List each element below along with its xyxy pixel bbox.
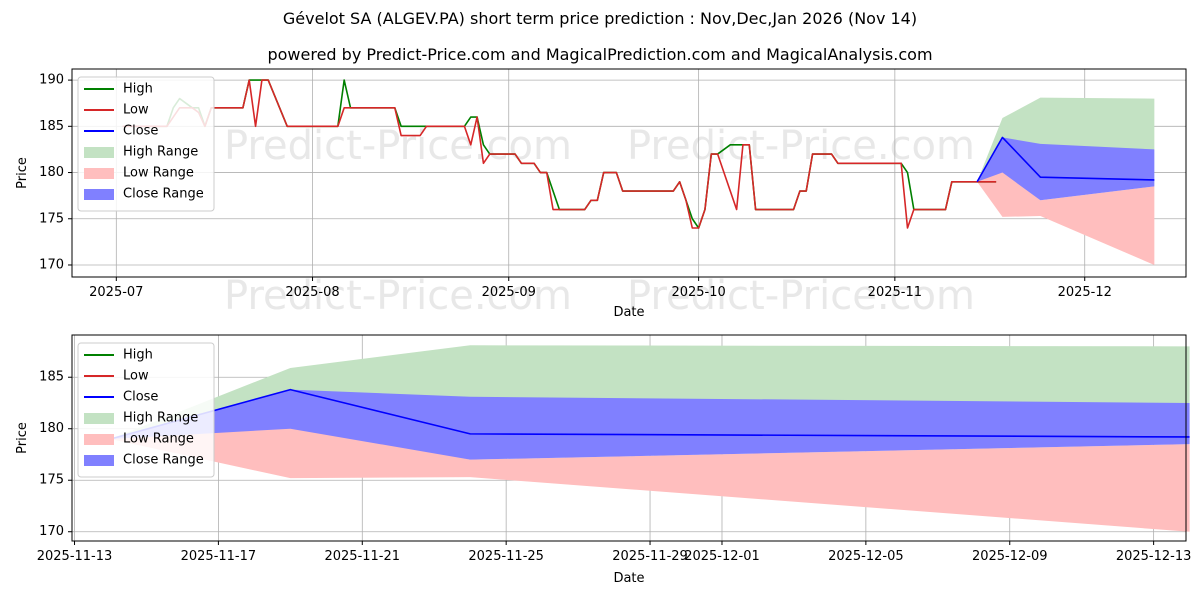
- legend-swatch: [84, 189, 114, 200]
- x-axis-label: Date: [613, 305, 644, 320]
- legend-label: Low: [123, 369, 149, 384]
- legend-label: High Range: [123, 411, 198, 426]
- band-close-range: [977, 137, 1155, 201]
- legend-label: Close Range: [123, 187, 204, 202]
- y-tick-label: 175: [39, 473, 64, 488]
- line-close: [976, 136, 1155, 183]
- x-tick-label: 2025-12-05: [828, 549, 904, 564]
- x-tick-label: 2025-09: [482, 285, 536, 300]
- legend-label: High: [123, 82, 153, 97]
- legend-label: Close: [123, 124, 158, 139]
- chart-panel-2: Predict-Price.comPredict-Price.com170175…: [15, 334, 1192, 586]
- y-tick-label: 170: [39, 524, 64, 539]
- y-tick-label: 175: [39, 211, 64, 226]
- legend-label: High: [123, 348, 153, 363]
- watermark-text: Predict-Price.com: [627, 273, 975, 319]
- y-tick-label: 190: [39, 73, 64, 88]
- legend-label: Close Range: [123, 453, 204, 468]
- y-tick-label: 180: [39, 421, 64, 436]
- x-tick-label: 2025-11: [868, 285, 922, 300]
- legend-swatch: [84, 168, 114, 179]
- x-tick-label: 2025-12-01: [684, 549, 760, 564]
- x-tick-label: 2025-07: [89, 285, 143, 300]
- y-tick-label: 180: [39, 165, 64, 180]
- legend-label: Close: [123, 390, 158, 405]
- x-tick-label: 2025-11-13: [37, 549, 113, 564]
- x-tick-label: 2025-12-13: [1116, 549, 1192, 564]
- band-high-range: [110, 345, 1190, 440]
- x-tick-label: 2025-11-17: [181, 549, 257, 564]
- y-tick-label: 185: [39, 119, 64, 134]
- line-low: [122, 79, 997, 229]
- chart-title: Gévelot SA (ALGEV.PA) short term price p…: [282, 9, 918, 28]
- y-tick-label: 185: [39, 370, 64, 385]
- x-tick-label: 2025-10: [671, 285, 725, 300]
- band-close-range: [110, 389, 1190, 460]
- x-tick-label: 2025-11-21: [324, 549, 400, 564]
- legend-label: Low Range: [123, 432, 194, 447]
- x-tick-label: 2025-08: [285, 285, 339, 300]
- watermark-text: Predict-Price.com: [224, 273, 572, 319]
- band-low-range: [977, 166, 1155, 265]
- axes-frame: [71, 334, 1187, 542]
- legend-swatch: [84, 147, 114, 158]
- band-low-range: [110, 422, 1190, 532]
- legend-label: High Range: [123, 145, 198, 160]
- legend-swatch: [84, 413, 114, 424]
- chart-subtitle: powered by Predict-Price.com and Magical…: [267, 45, 933, 64]
- x-tick-label: 2025-11-25: [468, 549, 544, 564]
- legend-swatch: [84, 434, 114, 445]
- y-axis-label: Price: [15, 157, 30, 189]
- watermark-text: Predict-Price.com: [224, 123, 572, 169]
- band-high-range: [977, 97, 1155, 182]
- legend-label: Low: [123, 103, 149, 118]
- y-tick-label: 170: [39, 257, 64, 272]
- x-tick-label: 2025-11-29: [612, 549, 688, 564]
- chart-panel-1: Predict-Price.com Predict-Price.com Predic…: [15, 68, 1187, 320]
- legend-swatch: [84, 455, 114, 466]
- y-axis-label: Price: [15, 422, 30, 454]
- x-tick-label: 2025-12: [1058, 285, 1112, 300]
- watermark-text: Predict-Price.com: [627, 123, 975, 169]
- x-axis-label: Date: [613, 571, 644, 586]
- x-tick-label: 2025-12-09: [972, 549, 1048, 564]
- legend-label: Low Range: [123, 166, 194, 181]
